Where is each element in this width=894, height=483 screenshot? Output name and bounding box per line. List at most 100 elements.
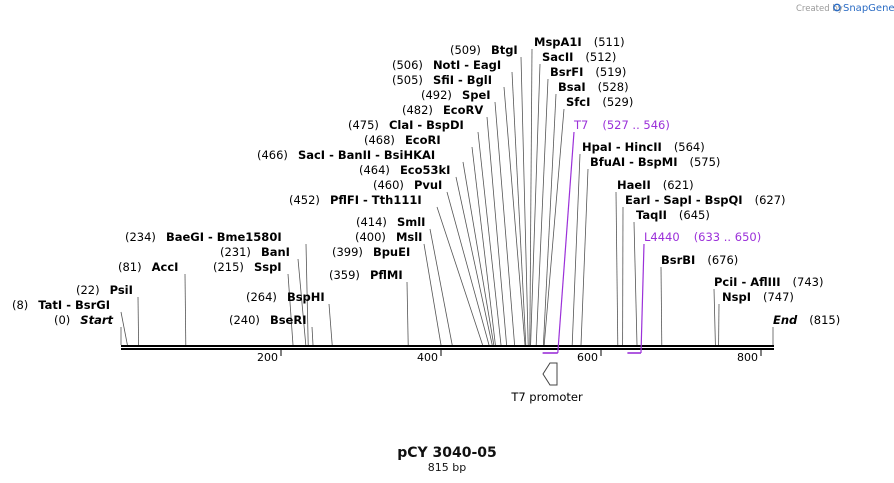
leader-line-haeii: [615, 191, 619, 346]
site-clai[interactable]: (475) ClaI - BspDI: [348, 118, 464, 132]
svg-text:(414)SmlI: (414) SmlI: [356, 215, 425, 229]
site-bani[interactable]: (231) BanI: [220, 245, 290, 259]
svg-text:L4440(633 .. 650): L4440 (633 .. 650): [644, 230, 761, 244]
site-position: (743): [793, 275, 824, 289]
site-pflmi[interactable]: (359) PflMI: [329, 268, 403, 282]
site-start[interactable]: (0) Start: [54, 313, 114, 327]
site-bpuei[interactable]: (399) BpuEI: [332, 245, 410, 259]
site-sfci[interactable]: SfcI (529): [566, 95, 633, 109]
site-psii[interactable]: (22) PsiI: [76, 283, 133, 297]
site-tati[interactable]: (8) TatI - BsrGI: [12, 298, 110, 312]
svg-text:(399)BpuEI: (399) BpuEI: [332, 245, 410, 259]
site-name: HpaI - HincII: [582, 140, 662, 154]
site-bsphi[interactable]: (264) BspHI: [246, 290, 325, 304]
sequence-name: pCY 3040-05: [397, 445, 497, 461]
site-name: BsaI: [558, 80, 586, 94]
site-msli[interactable]: (400) MslI: [355, 230, 422, 244]
feature-t7-promoter[interactable]: T7 promoter: [510, 362, 583, 404]
site-noti[interactable]: (506) NotI - EagI: [392, 58, 501, 72]
leader-line-btgi: [520, 56, 529, 346]
site-name: NspI: [722, 290, 751, 304]
site-name: ClaI - BspDI: [389, 118, 464, 132]
site-spei[interactable]: (492) SpeI: [421, 88, 491, 102]
site-smli[interactable]: (414) SmlI: [356, 215, 425, 229]
site-position: (0): [54, 313, 70, 327]
leader-line-pflmi: [406, 281, 409, 346]
site-mspa1i[interactable]: MspA1I (511): [534, 35, 625, 49]
site-haeii[interactable]: HaeII (621): [617, 178, 694, 192]
site-bsrfi[interactable]: BsrFI (519): [550, 65, 626, 79]
site-position: (676): [707, 253, 738, 267]
site-position: (400): [355, 230, 386, 244]
site-baegi[interactable]: (234) BaeGI - Bme1580I: [125, 230, 282, 244]
site-position: (468): [364, 133, 395, 147]
site-name: End: [773, 313, 798, 327]
primer-marks: [542, 131, 645, 354]
axis-tick-label: 400: [417, 351, 438, 364]
site-end[interactable]: End (815): [773, 313, 840, 327]
site-sspi[interactable]: (215) SspI: [213, 260, 282, 274]
site-nspi[interactable]: NspI (747): [722, 290, 794, 304]
sequence-backbone[interactable]: [121, 345, 774, 350]
site-ecori[interactable]: (468) EcoRI: [364, 133, 441, 147]
site-name: Eco53kI: [400, 163, 451, 177]
site-position: (627): [755, 193, 786, 207]
svg-text:(468)EcoRI: (468) EcoRI: [364, 133, 441, 147]
primer-l4440[interactable]: L4440 (633 .. 650): [644, 230, 761, 244]
leader-line-pflfi: [436, 206, 483, 346]
svg-text:(359)PflMI: (359) PflMI: [329, 268, 403, 282]
site-position: (399): [332, 245, 363, 259]
leader-line-ecorv: [486, 116, 507, 346]
svg-text:PciI - AflIII(743): PciI - AflIII (743): [714, 275, 823, 289]
svg-text:SacII(512): SacII (512): [542, 50, 616, 64]
site-position: (519): [595, 65, 626, 79]
site-name: TatI - BsrGI: [38, 298, 110, 312]
site-saci[interactable]: (466) SacI - BanII - BsiHKAI: [257, 148, 435, 162]
site-position: (234): [125, 230, 156, 244]
site-eco53ki[interactable]: (464) Eco53kI: [359, 163, 450, 177]
svg-text:(452)PflFI - Tth111I: (452) PflFI - Tth111I: [289, 193, 422, 207]
primer-name: L4440: [644, 230, 680, 244]
site-taqii[interactable]: TaqII (645): [636, 208, 710, 222]
site-position: (8): [12, 298, 28, 312]
site-bfuai[interactable]: BfuAI - BspMI (575): [590, 155, 720, 169]
site-bsai[interactable]: BsaI (528): [558, 80, 629, 94]
site-position: (512): [585, 50, 616, 64]
site-position: (475): [348, 118, 379, 132]
primer-leader-t7: [557, 131, 575, 354]
site-position: (564): [674, 140, 705, 154]
site-name: EcoRV: [443, 103, 483, 117]
site-name: SmlI: [397, 215, 426, 229]
leader-line-eco53ki: [455, 176, 493, 346]
site-position: (464): [359, 163, 390, 177]
site-bsrbi[interactable]: BsrBI (676): [661, 253, 738, 267]
site-ecorv[interactable]: (482) EcoRV: [402, 103, 483, 117]
site-pcii[interactable]: PciI - AflIII (743): [714, 275, 823, 289]
site-name: BaeGI - Bme1580I: [166, 230, 282, 244]
site-acci[interactable]: (81) AccI: [118, 260, 178, 274]
site-hpai[interactable]: HpaI - HincII (564): [582, 140, 705, 154]
site-position: (231): [220, 245, 251, 259]
site-eari[interactable]: EarI - SapI - BspQI (627): [625, 193, 786, 207]
site-btgi[interactable]: (509) BtgI: [450, 43, 518, 57]
site-position: (482): [402, 103, 433, 117]
svg-text:T7(527 .. 546): T7 (527 .. 546): [573, 118, 670, 132]
site-pvui[interactable]: (460) PvuI: [373, 178, 442, 192]
leader-line-sspi: [287, 273, 294, 346]
site-pflfi[interactable]: (452) PflFI - Tth111I: [289, 193, 422, 207]
site-name: SfcI: [566, 95, 590, 109]
leader-line-taqii: [633, 221, 638, 346]
svg-text:SfcI(529): SfcI (529): [566, 95, 633, 109]
primer-t7[interactable]: T7 (527 .. 546): [573, 118, 670, 132]
leader-line-bsphi: [328, 303, 333, 346]
svg-text:(505)SfiI - BglI: (505) SfiI - BglI: [392, 73, 492, 87]
site-name: BsrBI: [661, 253, 695, 267]
leader-line-bseri: [311, 326, 314, 346]
site-position: (529): [602, 95, 633, 109]
leader-line-pvui: [446, 191, 490, 346]
site-bseri[interactable]: (240) BseRI: [229, 313, 306, 327]
site-name: NotI - EagI: [433, 58, 501, 72]
site-position: (747): [763, 290, 794, 304]
site-sfii[interactable]: (505) SfiI - BglI: [392, 73, 492, 87]
site-sacii[interactable]: SacII (512): [542, 50, 616, 64]
